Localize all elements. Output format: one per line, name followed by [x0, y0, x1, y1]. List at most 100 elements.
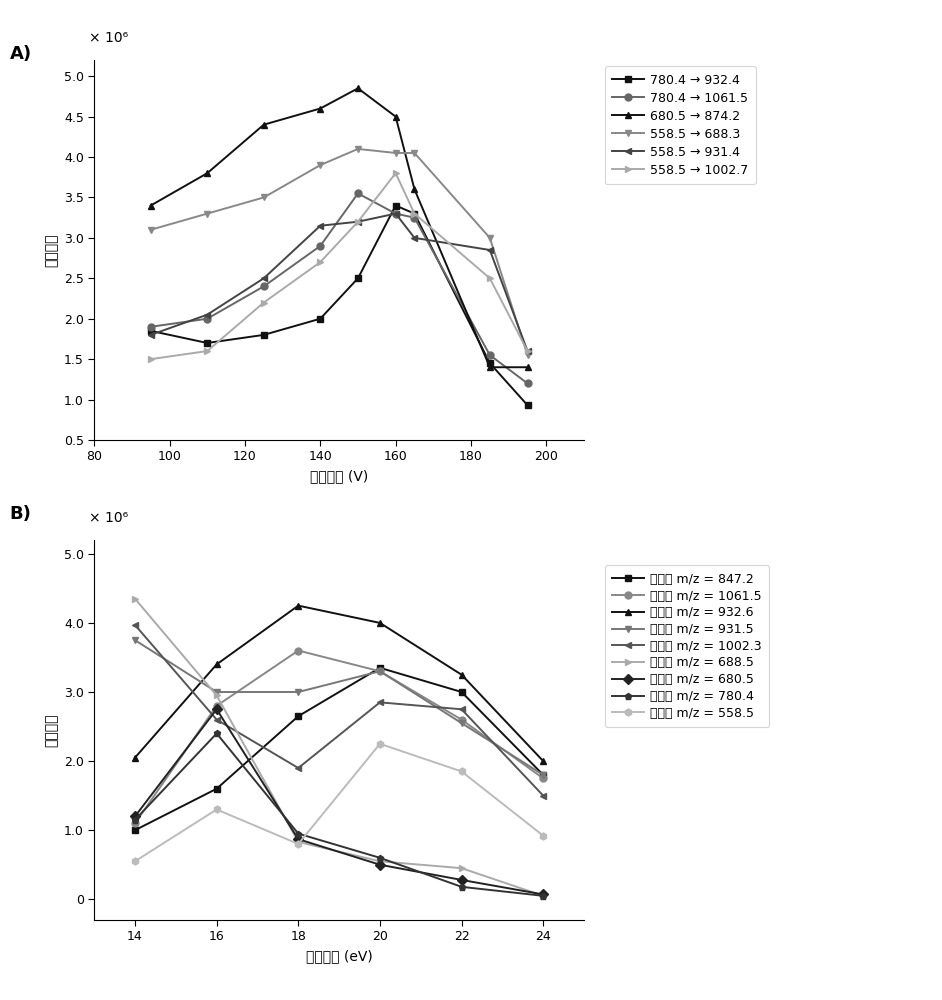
Line: 780.4 → 1061.5: 780.4 → 1061.5: [147, 190, 531, 387]
Line: 680.5 → 874.2: 680.5 → 874.2: [147, 85, 531, 371]
558.5 → 1002.7: [352, 216, 364, 228]
子离子 m/z = 1061.5: [538, 772, 549, 784]
子离子 m/z = 1061.5: [374, 665, 385, 677]
Legend: 780.4 → 932.4, 780.4 → 1061.5, 680.5 → 874.2, 558.5 → 688.3, 558.5 → 931.4, 558.: 780.4 → 932.4, 780.4 → 1061.5, 680.5 → 8…: [605, 66, 755, 184]
780.4 → 932.4: [522, 399, 533, 411]
子离子 m/z = 688.5: [538, 890, 549, 902]
子离子 m/z = 847.2: [211, 783, 222, 795]
680.5 → 874.2: [145, 200, 156, 212]
680.5 → 874.2: [484, 361, 495, 373]
子离子 m/z = 1002.3: [538, 790, 549, 802]
680.5 → 874.2: [409, 183, 420, 195]
子离子 m/z = 688.5: [293, 836, 304, 848]
子离子 m/z = 1061.5: [456, 714, 467, 726]
子离子 m/z = 847.2: [129, 824, 140, 836]
子离子 m/z = 688.5: [456, 862, 467, 874]
680.5 → 874.2: [315, 103, 326, 115]
780.4 → 1061.5: [145, 321, 156, 333]
子离子 m/z = 558.5: [211, 803, 222, 815]
子离子 m/z = 1061.5: [129, 817, 140, 829]
558.5 → 1002.7: [145, 353, 156, 365]
子离子 m/z = 680.5: [456, 874, 467, 886]
子离子 m/z = 1002.3: [293, 762, 304, 774]
Y-axis label: 离子响应: 离子响应: [44, 713, 58, 747]
780.4 → 1061.5: [315, 240, 326, 252]
子离子 m/z = 780.4: [129, 814, 140, 826]
子离子 m/z = 931.5: [211, 686, 222, 698]
Line: 558.5 → 1002.7: 558.5 → 1002.7: [147, 170, 531, 363]
子离子 m/z = 847.2: [293, 710, 304, 722]
X-axis label: 碎裂电压 (V): 碎裂电压 (V): [310, 469, 368, 483]
Line: 子离子 m/z = 1061.5: 子离子 m/z = 1061.5: [132, 647, 546, 827]
子离子 m/z = 1002.3: [374, 696, 385, 708]
子离子 m/z = 932.6: [129, 752, 140, 764]
Y-axis label: 离子响应: 离子响应: [44, 233, 58, 267]
Text: × 10⁶: × 10⁶: [89, 511, 128, 525]
780.4 → 932.4: [315, 313, 326, 325]
558.5 → 688.3: [145, 224, 156, 236]
Line: 子离子 m/z = 931.5: 子离子 m/z = 931.5: [132, 637, 546, 778]
558.5 → 931.4: [145, 329, 156, 341]
780.4 → 932.4: [145, 325, 156, 337]
780.4 → 1061.5: [409, 212, 420, 224]
子离子 m/z = 780.4: [211, 727, 222, 739]
子离子 m/z = 688.5: [211, 689, 222, 701]
子离子 m/z = 558.5: [129, 855, 140, 867]
558.5 → 931.4: [352, 216, 364, 228]
子离子 m/z = 680.5: [538, 888, 549, 900]
子离子 m/z = 688.5: [129, 593, 140, 605]
子离子 m/z = 558.5: [293, 838, 304, 850]
558.5 → 931.4: [390, 208, 401, 220]
558.5 → 1002.7: [484, 272, 495, 284]
Line: 子离子 m/z = 780.4: 子离子 m/z = 780.4: [132, 730, 546, 899]
子离子 m/z = 1002.3: [456, 703, 467, 715]
子离子 m/z = 1061.5: [211, 700, 222, 712]
558.5 → 688.3: [202, 208, 213, 220]
子离子 m/z = 847.2: [456, 686, 467, 698]
Line: 子离子 m/z = 688.5: 子离子 m/z = 688.5: [132, 595, 546, 899]
Line: 558.5 → 931.4: 558.5 → 931.4: [147, 210, 531, 355]
558.5 → 688.3: [390, 147, 401, 159]
Line: 子离子 m/z = 1002.3: 子离子 m/z = 1002.3: [132, 622, 546, 799]
780.4 → 932.4: [390, 200, 401, 212]
780.4 → 1061.5: [522, 377, 533, 389]
子离子 m/z = 847.2: [538, 769, 549, 781]
子离子 m/z = 931.5: [293, 686, 304, 698]
558.5 → 931.4: [522, 345, 533, 357]
558.5 → 931.4: [484, 244, 495, 256]
558.5 → 1002.7: [390, 167, 401, 179]
子离子 m/z = 847.2: [374, 662, 385, 674]
558.5 → 931.4: [202, 309, 213, 321]
子离子 m/z = 558.5: [538, 830, 549, 842]
子离子 m/z = 680.5: [129, 810, 140, 822]
780.4 → 1061.5: [390, 208, 401, 220]
780.4 → 1061.5: [258, 280, 269, 292]
Line: 子离子 m/z = 558.5: 子离子 m/z = 558.5: [132, 740, 546, 865]
子离子 m/z = 1061.5: [293, 645, 304, 657]
子离子 m/z = 688.5: [374, 855, 385, 867]
子离子 m/z = 680.5: [374, 859, 385, 871]
子离子 m/z = 680.5: [293, 833, 304, 845]
子离子 m/z = 932.6: [456, 669, 467, 681]
子离子 m/z = 780.4: [456, 881, 467, 893]
558.5 → 931.4: [409, 232, 420, 244]
Line: 子离子 m/z = 680.5: 子离子 m/z = 680.5: [132, 706, 546, 898]
子离子 m/z = 1002.3: [129, 619, 140, 631]
780.4 → 1061.5: [484, 349, 495, 361]
X-axis label: 碰撞能量 (eV): 碰撞能量 (eV): [306, 949, 372, 963]
780.4 → 932.4: [202, 337, 213, 349]
子离子 m/z = 1002.3: [211, 714, 222, 726]
子离子 m/z = 780.4: [538, 890, 549, 902]
780.4 → 932.4: [258, 329, 269, 341]
子离子 m/z = 931.5: [538, 769, 549, 781]
Line: 558.5 → 688.3: 558.5 → 688.3: [147, 145, 531, 359]
Line: 子离子 m/z = 932.6: 子离子 m/z = 932.6: [132, 602, 546, 765]
子离子 m/z = 931.5: [374, 665, 385, 677]
780.4 → 932.4: [409, 208, 420, 220]
558.5 → 688.3: [484, 232, 495, 244]
子离子 m/z = 932.6: [293, 600, 304, 612]
Text: A): A): [9, 45, 31, 63]
680.5 → 874.2: [258, 119, 269, 131]
680.5 → 874.2: [352, 82, 364, 94]
子离子 m/z = 932.6: [374, 617, 385, 629]
